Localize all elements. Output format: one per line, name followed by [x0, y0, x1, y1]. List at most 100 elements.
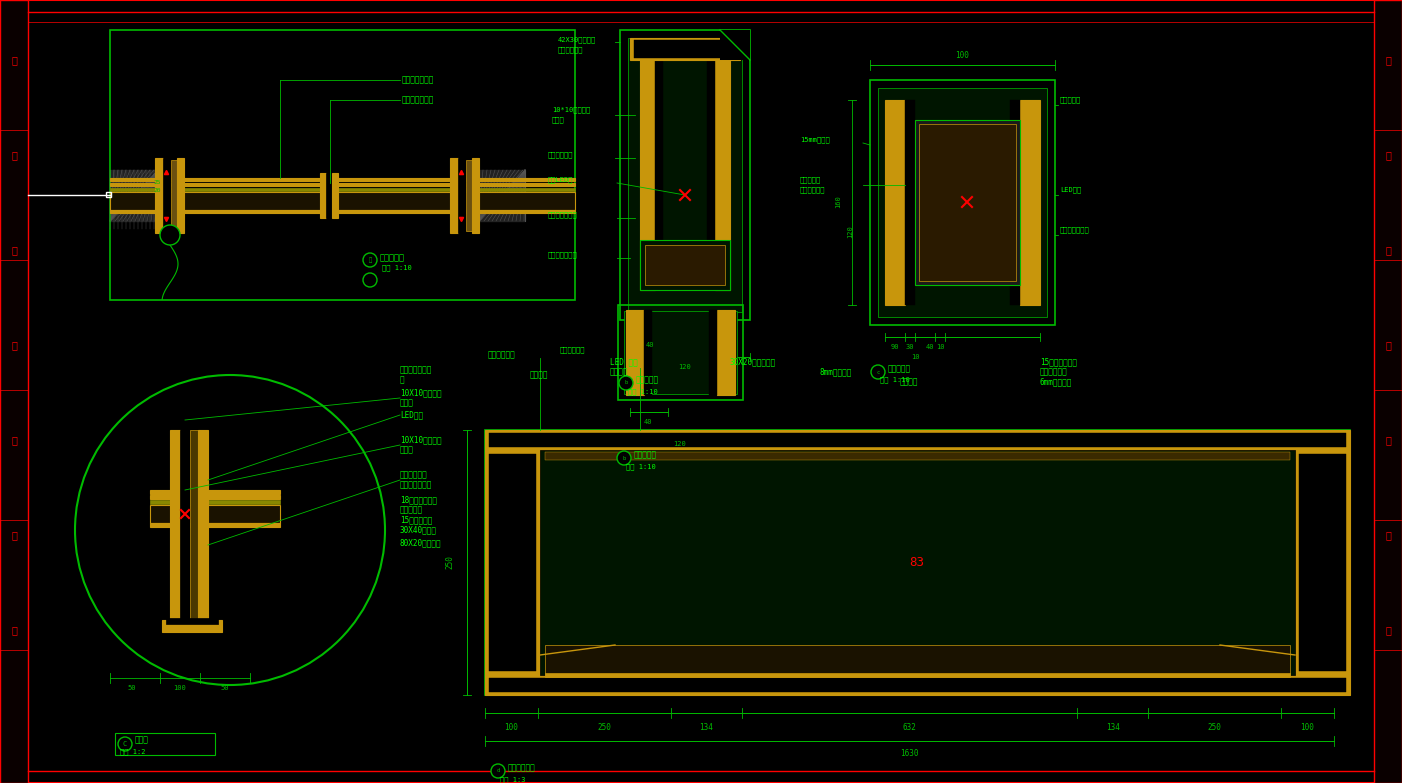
Text: 钢矩管: 钢矩管: [400, 446, 414, 454]
Text: LED灯带: LED灯带: [1060, 186, 1081, 193]
Bar: [109, 183, 575, 186]
Text: 工: 工: [11, 530, 17, 540]
Text: 10X10锈铜不锈: 10X10锈铜不锈: [400, 388, 442, 398]
Text: 黑铁喷花: 黑铁喷花: [610, 367, 628, 377]
Text: 施: 施: [1385, 435, 1391, 445]
Bar: [191, 430, 198, 630]
Bar: [545, 673, 1290, 677]
Text: 计: 计: [11, 340, 17, 350]
Bar: [465, 160, 472, 231]
Bar: [109, 188, 575, 191]
Bar: [472, 158, 479, 233]
Text: 30X20镀锌方管管: 30X20镀锌方管管: [730, 358, 777, 366]
Bar: [629, 38, 740, 60]
Bar: [485, 430, 1350, 450]
Bar: [489, 433, 1346, 447]
Bar: [1295, 450, 1350, 675]
Text: 内藏LED灯: 内藏LED灯: [548, 177, 573, 183]
Bar: [150, 523, 280, 527]
Text: 立面大样图: 立面大样图: [637, 376, 659, 384]
Text: 正门立面图: 正门立面图: [380, 254, 405, 262]
Text: 黄铜不锈钢边遮: 黄铜不锈钢边遮: [402, 96, 435, 104]
Bar: [0, 0, 28, 783]
Text: 展示组正面图: 展示组正面图: [508, 763, 536, 773]
Bar: [150, 505, 280, 523]
Bar: [639, 60, 655, 290]
Bar: [628, 38, 742, 312]
Text: 632: 632: [903, 723, 917, 731]
Text: 黄铜不锈钢饰面: 黄铜不锈钢饰面: [402, 75, 435, 85]
Text: 250: 250: [1207, 723, 1221, 731]
Text: 120: 120: [679, 364, 691, 370]
Text: 设: 设: [11, 245, 17, 255]
Circle shape: [617, 451, 631, 465]
Text: 10: 10: [911, 354, 920, 360]
Bar: [618, 305, 743, 400]
Text: ①: ①: [369, 257, 372, 263]
Text: 6mm圆孔透光: 6mm圆孔透光: [1040, 377, 1073, 387]
Text: 克: 克: [400, 376, 405, 384]
Text: 40: 40: [925, 344, 934, 350]
Bar: [177, 158, 184, 233]
Bar: [150, 490, 280, 494]
Text: 80X20镀锌青钢: 80X20镀锌青钢: [400, 539, 442, 547]
Bar: [878, 88, 1047, 317]
Text: 10*10黄铜不锈: 10*10黄铜不锈: [552, 106, 590, 114]
Bar: [620, 30, 750, 320]
Bar: [109, 30, 575, 300]
Text: 42X30矩管，黄: 42X30矩管，黄: [558, 37, 596, 43]
Bar: [721, 30, 750, 60]
Polygon shape: [109, 475, 151, 530]
Bar: [150, 495, 280, 499]
Text: 100: 100: [1301, 723, 1315, 731]
Text: 幕板不锈钢喷: 幕板不锈钢喷: [400, 471, 428, 479]
Text: 艺木墙板: 艺木墙板: [530, 370, 548, 380]
Text: 134: 134: [1106, 723, 1120, 731]
Bar: [916, 120, 1021, 285]
Text: 铜不锈钢饰面: 铜不锈钢饰面: [558, 47, 583, 53]
Circle shape: [363, 273, 377, 287]
Text: 亚克力透光片: 亚克力透光片: [801, 186, 826, 193]
Text: 幕板不锈钢: 幕板不锈钢: [801, 177, 822, 183]
Bar: [1374, 0, 1402, 783]
Text: 图: 图: [11, 625, 17, 635]
Text: 宝石蓝不锈钢: 宝石蓝不锈钢: [559, 347, 586, 353]
Text: 120: 120: [847, 226, 852, 238]
Bar: [332, 173, 338, 218]
Text: 图: 图: [1385, 625, 1391, 635]
Text: 100: 100: [505, 723, 519, 731]
Text: 40: 40: [646, 342, 655, 348]
Bar: [179, 430, 191, 630]
Text: 18翻铝板基层，: 18翻铝板基层，: [400, 496, 437, 504]
Text: 120: 120: [673, 441, 687, 447]
Text: 遇反光处层: 遇反光处层: [400, 506, 423, 514]
Text: 立面大样图: 立面大样图: [634, 450, 658, 460]
Bar: [485, 430, 1350, 695]
Bar: [918, 124, 1016, 281]
Text: 10: 10: [935, 344, 945, 350]
Text: 20: 20: [153, 187, 161, 193]
Circle shape: [118, 737, 132, 751]
Text: 25: 25: [153, 179, 161, 185]
Bar: [655, 60, 663, 290]
Bar: [163, 158, 171, 233]
Text: 1630: 1630: [900, 749, 918, 757]
Text: 比例 1:3: 比例 1:3: [501, 777, 526, 783]
Bar: [165, 618, 217, 624]
Text: 夜玻金全属马赛: 夜玻金全属马赛: [400, 366, 432, 374]
Text: b: b: [624, 381, 628, 385]
Bar: [906, 100, 916, 305]
Text: 比例 1:10: 比例 1:10: [381, 265, 412, 271]
Text: 内: 内: [1385, 150, 1391, 160]
Bar: [485, 450, 540, 675]
Text: 比例 1:10: 比例 1:10: [880, 377, 910, 384]
Bar: [156, 158, 163, 233]
Circle shape: [160, 225, 179, 245]
Text: LED 灯带: LED 灯带: [610, 358, 638, 366]
Text: LED灯带: LED灯带: [400, 410, 423, 420]
Bar: [171, 160, 177, 231]
Bar: [163, 620, 222, 632]
Bar: [715, 60, 730, 290]
Text: c: c: [876, 370, 879, 374]
Bar: [150, 500, 280, 504]
